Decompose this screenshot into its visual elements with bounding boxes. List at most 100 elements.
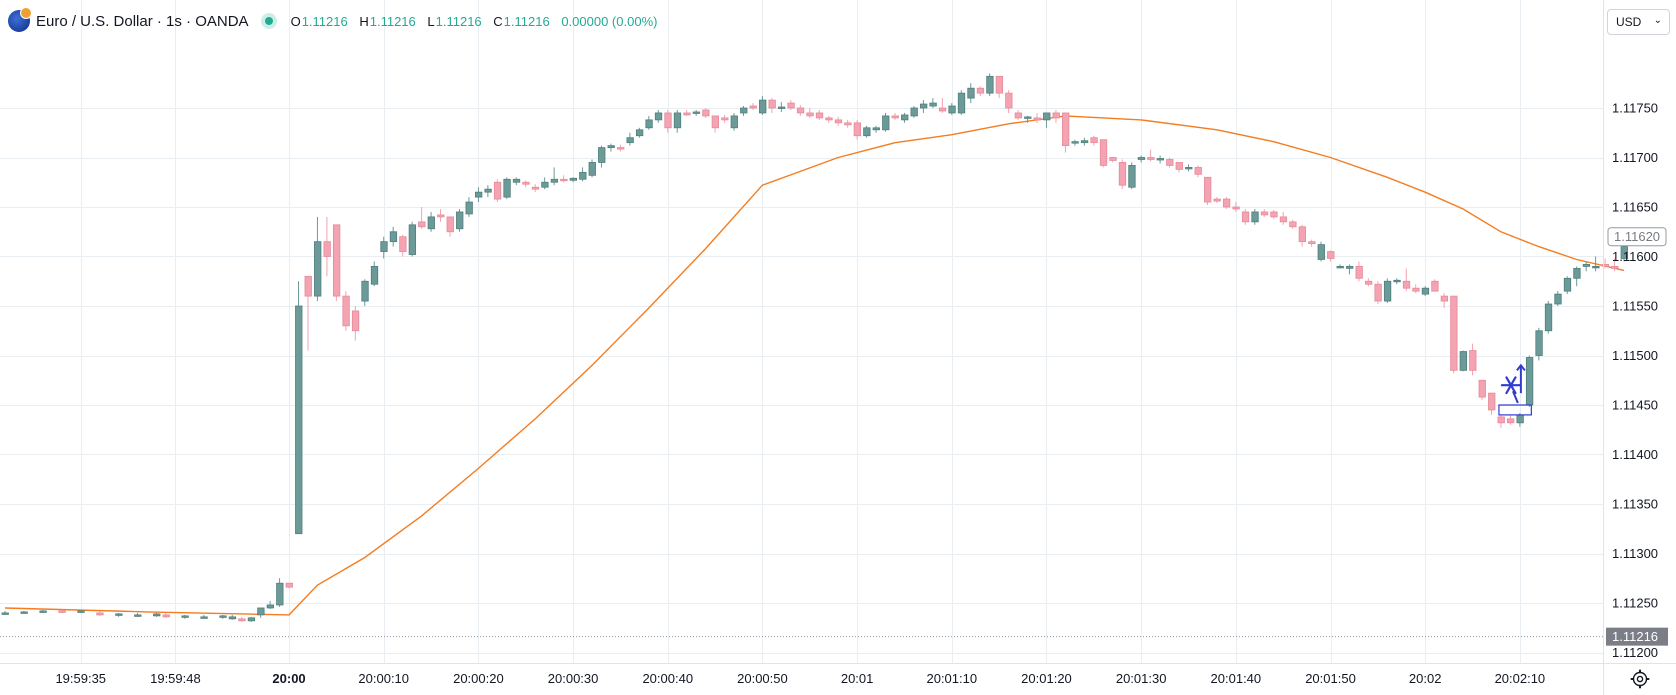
candle-up: [266, 601, 275, 609]
candle-up: [20, 610, 28, 614]
candle-body: [465, 201, 473, 215]
candle-down: [1241, 208, 1250, 225]
time-scale[interactable]: 19:59:35 19:59:48 20:00 20:00:10 20:00:20 20:…: [55, 671, 1545, 686]
candle-down: [1488, 392, 1496, 415]
currency-selector[interactable]: USD ⌄: [1607, 9, 1670, 35]
low-key: L: [427, 13, 435, 29]
candle-up: [777, 102, 786, 112]
candle-body: [976, 87, 985, 94]
candle-body: [1071, 141, 1079, 144]
candle-down: [796, 105, 805, 116]
candle-body: [1175, 162, 1183, 170]
candle-up: [370, 261, 379, 287]
chevron-down-icon: ⌄: [1653, 15, 1662, 26]
ma-line: [4, 115, 1625, 616]
candle-down: [323, 216, 331, 277]
candle-body: [560, 178, 568, 182]
candle-body: [295, 305, 303, 535]
candle-up: [257, 607, 265, 618]
candle-body: [389, 231, 398, 243]
drawings[interactable]: [1498, 363, 1532, 416]
candle-body: [1308, 241, 1316, 245]
candle-down: [1611, 258, 1619, 272]
candles: [1, 73, 1628, 622]
candle-body: [617, 147, 625, 150]
candle-up: [1137, 155, 1146, 163]
candle-body: [351, 310, 360, 332]
candle-body: [1090, 137, 1098, 144]
candle-up: [115, 612, 123, 617]
candle-body: [437, 214, 445, 218]
candle-body: [1582, 264, 1591, 267]
symbol-title[interactable]: Euro / U.S. Dollar · 1s · OANDA: [36, 12, 249, 30]
candle-up: [863, 125, 871, 138]
candle-up: [276, 578, 284, 607]
candle-body: [730, 115, 738, 129]
candle-body: [901, 114, 909, 121]
candle-body: [1251, 211, 1259, 223]
candle-body: [882, 115, 890, 131]
candle-body: [1099, 139, 1108, 166]
candle-body: [957, 92, 966, 114]
candle-down: [418, 207, 426, 229]
candle-body: [1346, 265, 1354, 269]
candle-body: [740, 107, 748, 114]
candle-body: [541, 181, 549, 188]
time-tick-label: 20:01:40: [1211, 671, 1262, 686]
candle-body: [1421, 287, 1430, 295]
candle-down: [304, 275, 312, 351]
drawing-star-mark: [1500, 376, 1522, 395]
candle-down: [1052, 109, 1060, 123]
candle-body: [1137, 157, 1146, 160]
candle-up: [759, 96, 767, 115]
candle-down: [702, 108, 710, 118]
candle-down: [1374, 281, 1382, 305]
candle-body: [20, 611, 28, 614]
candle-body: [598, 147, 606, 163]
time-tick-label: 20:01:10: [926, 671, 977, 686]
candle-down: [825, 115, 833, 123]
candle-up: [1573, 266, 1581, 287]
candle-body: [247, 617, 256, 622]
candle-down: [1469, 343, 1477, 376]
candle-body: [58, 610, 66, 613]
candle-body: [1507, 418, 1515, 424]
price-tick-label: 1.11750: [1612, 101, 1658, 116]
candle-body: [1544, 303, 1553, 332]
candle-body: [153, 613, 161, 617]
candle-body: [1497, 416, 1505, 424]
candle-down: [1440, 293, 1449, 308]
candle-up: [948, 103, 956, 115]
candle-body: [1298, 226, 1307, 243]
candle-body: [806, 112, 814, 117]
candle-body: [550, 178, 559, 183]
candle-up: [228, 614, 237, 620]
price-scale[interactable]: 1.11750 1.11700 1.11650 1.11600 1.11550 1.115…: [1607, 101, 1667, 661]
candle-down: [1166, 157, 1174, 168]
candle-body: [910, 107, 918, 117]
candle-body: [134, 614, 142, 617]
star-stroke: [1505, 376, 1517, 395]
candle-body: [493, 181, 502, 200]
candle-up: [730, 112, 738, 131]
candle-up: [1336, 264, 1344, 269]
candle-body: [948, 105, 956, 114]
candle-body: [1431, 280, 1439, 292]
candle-down: [1431, 279, 1439, 292]
gear-icon[interactable]: [1629, 668, 1651, 690]
candle-down: [815, 109, 824, 120]
market-open-dot-icon[interactable]: [260, 13, 277, 29]
candle-up: [569, 177, 577, 183]
candle-up: [929, 98, 937, 108]
candle-up: [361, 279, 369, 306]
candle-up: [1592, 256, 1600, 272]
current-price-label: 1.11216: [1612, 629, 1658, 644]
time-tick-label: 20:01: [841, 671, 874, 686]
candle-body: [474, 191, 483, 198]
candle-body: [370, 265, 379, 285]
candle-body: [929, 102, 937, 107]
candle-body: [285, 582, 293, 588]
candle-body: [1488, 392, 1496, 411]
